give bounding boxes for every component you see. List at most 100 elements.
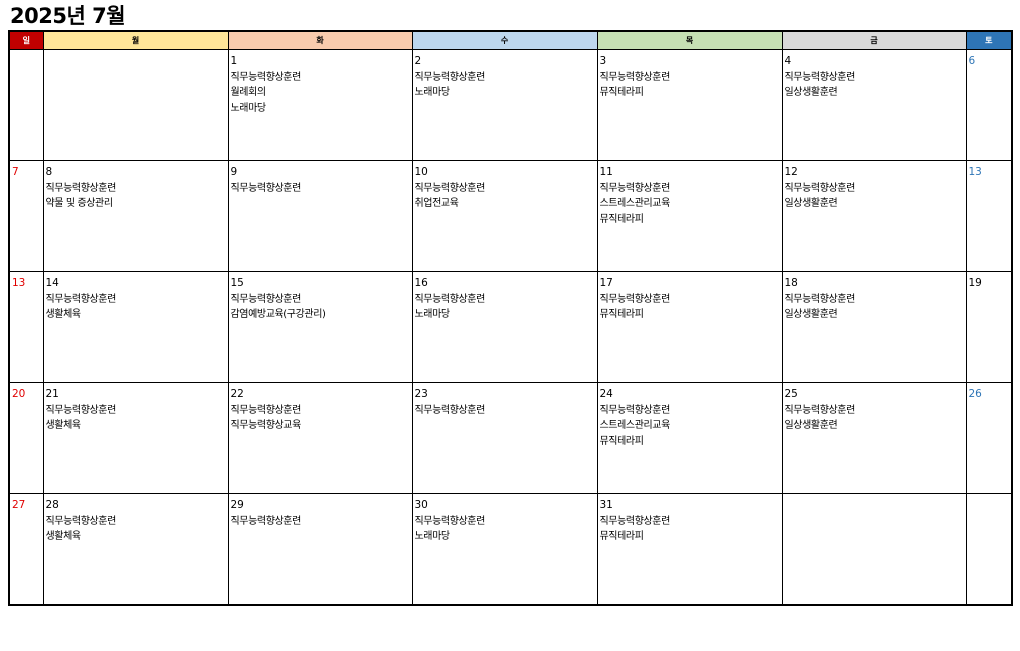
calendar-day-cell[interactable]: 9 직무능력향상훈련 [227, 160, 413, 272]
event-item: 직무능력향상훈련 [45, 293, 117, 305]
event-item: 노래마당 [230, 102, 267, 114]
event-item: 직무능력향상훈련 [599, 182, 671, 194]
day-number: 4 [784, 55, 792, 67]
event-item: 직무능력향상훈련 [414, 71, 486, 83]
day-number: 11 [599, 166, 613, 178]
calendar-day-cell[interactable]: 10 직무능력향상훈련 취업전교육 [411, 160, 598, 272]
weekday-header-fri: 금 [781, 30, 967, 50]
calendar-day-cell[interactable]: 12 직무능력향상훈련 일상생활훈련 [781, 160, 967, 272]
event-item: 감염예방교육(구강관리) [230, 309, 326, 320]
event-item: 직무능력향상훈련 [414, 515, 486, 527]
calendar-day-cell[interactable]: 16 직무능력향상훈련 노래마당 [411, 271, 598, 383]
event-item: 직무능력향상훈련 [45, 182, 117, 194]
day-number [969, 498, 1010, 514]
event-item: 직무능력향상훈련 [599, 71, 671, 83]
day-number: 19 [968, 277, 982, 289]
calendar-day-cell[interactable] [8, 49, 44, 161]
calendar-day-cell[interactable]: 27 [8, 493, 44, 605]
day-number: 14 [45, 277, 59, 289]
event-item: 뮤직테라피 [599, 309, 644, 320]
weekday-header-mon: 월 [42, 30, 229, 50]
event-item: 생활체육 [45, 531, 82, 542]
calendar-day-cell[interactable]: 13 [965, 160, 1013, 272]
calendar-day-cell[interactable]: 8 직무능력향상훈련 약물 및 증상관리 [42, 160, 229, 272]
calendar-day-cell[interactable]: 30 직무능력향상훈련 노래마당 [411, 493, 598, 605]
calendar-day-cell[interactable] [781, 493, 967, 605]
day-number: 9 [230, 166, 238, 178]
event-item: 월례회의 [230, 87, 267, 98]
calendar-day-cell[interactable]: 1 직무능력향상훈련 월례회의 노래마당 [227, 49, 413, 161]
weekday-header-tue: 화 [227, 30, 413, 50]
event-item: 직무능력향상훈련 [45, 515, 117, 527]
day-number: 22 [230, 388, 244, 400]
event-item: 직무능력향상훈련 [784, 182, 856, 194]
calendar-day-cell[interactable] [42, 49, 229, 161]
event-item: 일상생활훈련 [784, 198, 838, 209]
calendar-day-cell[interactable]: 7 [8, 160, 44, 272]
calendar-day-cell[interactable]: 19 [965, 271, 1013, 383]
event-item: 직무능력향상교육 [230, 420, 302, 431]
calendar-day-cell[interactable]: 15 직무능력향상훈련 감염예방교육(구강관리) [227, 271, 413, 383]
event-item: 직무능력향상훈련 [599, 293, 671, 305]
day-number: 29 [230, 499, 244, 511]
event-item: 생활체육 [45, 309, 82, 320]
calendar-day-cell[interactable]: 13 [8, 271, 44, 383]
calendar-day-cell[interactable]: 24 직무능력향상훈련 스트레스관리교육 뮤직테라피 [596, 382, 783, 494]
event-item: 뮤직테라피 [599, 87, 644, 98]
event-item: 노래마당 [414, 531, 451, 542]
calendar-day-cell[interactable]: 4 직무능력향상훈련 일상생활훈련 [781, 49, 967, 161]
day-number: 20 [12, 388, 26, 400]
day-number: 13 [968, 166, 982, 178]
calendar-week-row: 7 8 직무능력향상훈련 약물 및 증상관리 9 직무능력향상훈련 10 직무능력향상훈련 취업… [8, 160, 1013, 272]
event-item: 취업전교육 [414, 198, 459, 209]
event-item: 직무능력향상훈련 [230, 515, 302, 527]
calendar-day-cell[interactable]: 2 직무능력향상훈련 노래마당 [411, 49, 598, 161]
event-item: 노래마당 [414, 87, 451, 98]
calendar-day-cell[interactable]: 21 직무능력향상훈련 생활체육 [42, 382, 229, 494]
event-item: 뮤직테라피 [599, 213, 644, 225]
event-item: 약물 및 증상관리 [45, 198, 114, 209]
day-number: 3 [599, 55, 607, 67]
event-item: 직무능력향상훈련 [230, 404, 302, 416]
calendar-day-cell[interactable]: 26 [965, 382, 1013, 494]
event-item: 직무능력향상훈련 [414, 404, 486, 416]
day-number: 17 [599, 277, 613, 289]
event-item: 직무능력향상훈련 [414, 293, 486, 305]
calendar-day-cell[interactable]: 18 직무능력향상훈련 일상생활훈련 [781, 271, 967, 383]
calendar-day-cell[interactable]: 23 직무능력향상훈련 [411, 382, 598, 494]
weekday-header-thu: 목 [596, 30, 783, 50]
calendar-day-cell[interactable]: 29 직무능력향상훈련 [227, 493, 413, 605]
day-number: 26 [968, 388, 982, 400]
calendar-week-row: 1 직무능력향상훈련 월례회의 노래마당 2 직무능력향상훈련 노래마당 3 직무능력향상훈련 뮤… [8, 49, 1013, 161]
calendar-day-cell[interactable] [965, 493, 1013, 605]
day-number [46, 54, 226, 70]
calendar-day-cell[interactable]: 31 직무능력향상훈련 뮤직테라피 [596, 493, 783, 605]
day-number [12, 54, 41, 70]
calendar-day-cell[interactable]: 20 [8, 382, 44, 494]
day-number: 28 [45, 499, 59, 511]
day-number: 27 [12, 499, 26, 511]
event-item: 뮤직테라피 [599, 531, 644, 542]
day-number [785, 498, 964, 514]
event-item: 스트레스관리교육 [599, 198, 671, 209]
calendar-day-cell[interactable]: 6 [965, 49, 1013, 161]
day-number: 23 [414, 388, 428, 400]
day-number: 16 [414, 277, 428, 289]
day-number: 15 [230, 277, 244, 289]
event-item: 생활체육 [45, 420, 82, 431]
day-number: 1 [230, 55, 238, 67]
calendar-week-row: 27 28 직무능력향상훈련 생활체육 29 직무능력향상훈련 30 직무능력향상훈련 노래마당… [8, 493, 1013, 605]
day-number: 13 [12, 277, 26, 289]
event-item: 직무능력향상훈련 [784, 404, 856, 416]
weekday-header-sat: 토 [965, 30, 1013, 50]
event-item: 뮤직테라피 [599, 435, 644, 447]
calendar-day-cell[interactable]: 25 직무능력향상훈련 일상생활훈련 [781, 382, 967, 494]
